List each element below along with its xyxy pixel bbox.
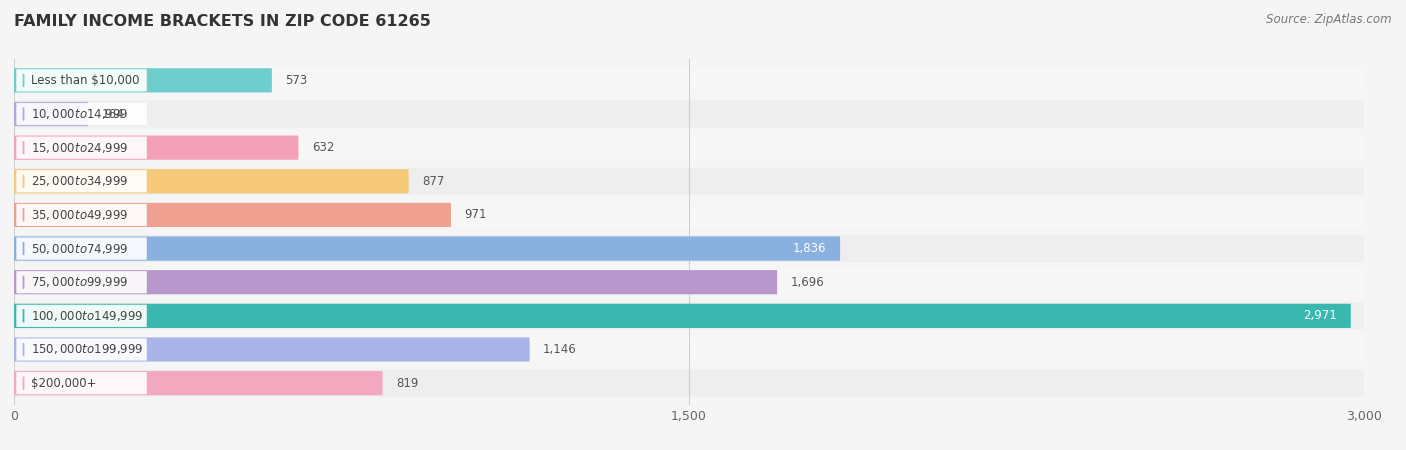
- Text: $10,000 to $14,999: $10,000 to $14,999: [31, 107, 128, 121]
- FancyBboxPatch shape: [14, 336, 1364, 363]
- Text: 573: 573: [285, 74, 308, 87]
- FancyBboxPatch shape: [17, 103, 146, 125]
- FancyBboxPatch shape: [17, 305, 146, 327]
- Text: $25,000 to $34,999: $25,000 to $34,999: [31, 174, 128, 188]
- Text: $15,000 to $24,999: $15,000 to $24,999: [31, 141, 128, 155]
- Text: $200,000+: $200,000+: [31, 377, 96, 390]
- Text: $100,000 to $149,999: $100,000 to $149,999: [31, 309, 143, 323]
- FancyBboxPatch shape: [14, 302, 1364, 329]
- FancyBboxPatch shape: [17, 204, 146, 226]
- FancyBboxPatch shape: [17, 238, 146, 260]
- FancyBboxPatch shape: [14, 235, 1364, 262]
- Text: FAMILY INCOME BRACKETS IN ZIP CODE 61265: FAMILY INCOME BRACKETS IN ZIP CODE 61265: [14, 14, 430, 28]
- Text: 877: 877: [422, 175, 444, 188]
- Text: 2,971: 2,971: [1303, 309, 1337, 322]
- FancyBboxPatch shape: [17, 338, 146, 360]
- FancyBboxPatch shape: [14, 338, 530, 362]
- FancyBboxPatch shape: [14, 371, 382, 395]
- Text: 164: 164: [101, 108, 124, 121]
- FancyBboxPatch shape: [17, 271, 146, 293]
- FancyBboxPatch shape: [14, 102, 87, 126]
- Text: Source: ZipAtlas.com: Source: ZipAtlas.com: [1267, 14, 1392, 27]
- FancyBboxPatch shape: [17, 136, 146, 159]
- Text: 632: 632: [312, 141, 335, 154]
- FancyBboxPatch shape: [14, 68, 271, 93]
- FancyBboxPatch shape: [14, 100, 1364, 127]
- FancyBboxPatch shape: [14, 370, 1364, 396]
- FancyBboxPatch shape: [14, 304, 1351, 328]
- FancyBboxPatch shape: [14, 236, 841, 261]
- FancyBboxPatch shape: [14, 270, 778, 294]
- Text: 1,146: 1,146: [543, 343, 576, 356]
- FancyBboxPatch shape: [14, 134, 1364, 161]
- Text: 1,696: 1,696: [790, 276, 824, 289]
- Text: $150,000 to $199,999: $150,000 to $199,999: [31, 342, 143, 356]
- FancyBboxPatch shape: [14, 168, 1364, 195]
- FancyBboxPatch shape: [17, 372, 146, 394]
- FancyBboxPatch shape: [17, 69, 146, 91]
- FancyBboxPatch shape: [14, 203, 451, 227]
- Text: Less than $10,000: Less than $10,000: [31, 74, 139, 87]
- FancyBboxPatch shape: [14, 169, 409, 194]
- Text: 1,836: 1,836: [793, 242, 827, 255]
- Text: 971: 971: [464, 208, 486, 221]
- Text: $75,000 to $99,999: $75,000 to $99,999: [31, 275, 128, 289]
- Text: $35,000 to $49,999: $35,000 to $49,999: [31, 208, 128, 222]
- FancyBboxPatch shape: [14, 269, 1364, 296]
- FancyBboxPatch shape: [14, 67, 1364, 94]
- FancyBboxPatch shape: [14, 202, 1364, 229]
- Text: 819: 819: [396, 377, 419, 390]
- Text: $50,000 to $74,999: $50,000 to $74,999: [31, 242, 128, 256]
- FancyBboxPatch shape: [14, 135, 298, 160]
- FancyBboxPatch shape: [17, 170, 146, 193]
